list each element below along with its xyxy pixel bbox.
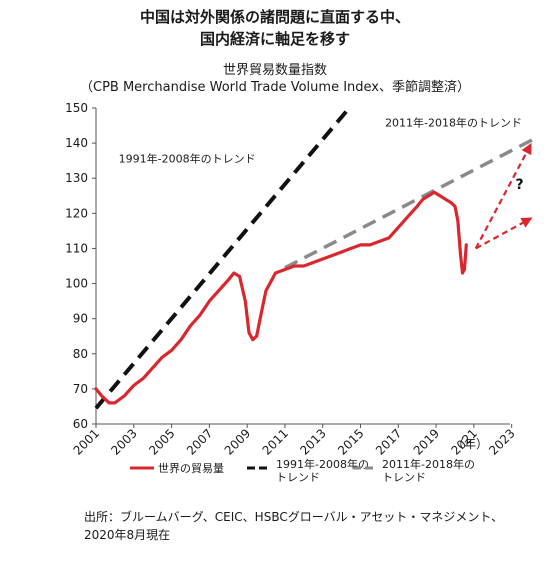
x-tick-label: 2003	[108, 426, 139, 457]
series-line-0	[94, 190, 468, 405]
x-axis-unit: （年）	[452, 437, 488, 451]
y-tick-label: 60	[73, 417, 88, 431]
x-tick-label: 2011	[260, 426, 291, 457]
y-tick-label: 70	[73, 382, 88, 396]
y-tick-label: 90	[73, 312, 88, 326]
source-note: 出所：ブルームバーグ、CEIC、HSBCグローバル・アセット・マネジメント、20…	[84, 510, 504, 542]
trend-annotation-0: 1991年-2008年のトレンド	[119, 151, 256, 165]
y-tick-label: 110	[65, 241, 88, 255]
chart-title-line-1: 中国は対外関係の諸問題に直面する中、	[139, 8, 410, 26]
chart-subtitle-line-1: 世界貿易数量指数	[222, 63, 327, 78]
chart-subtitle-line-2: （CPB Merchandise World Trade Volume Inde…	[80, 80, 470, 95]
x-tick-label: 2005	[146, 426, 177, 457]
legend-label-1-line-1: トレンド	[276, 471, 320, 484]
x-tick-label: 2019	[411, 426, 442, 457]
series-line-2	[284, 136, 538, 270]
y-tick-label: 100	[65, 277, 88, 291]
y-tick-label: 140	[65, 136, 88, 150]
x-tick-label: 2007	[184, 426, 215, 457]
legend-label-1-line-0: 1991年-2008年の	[276, 457, 369, 471]
scenario-arrow-1	[475, 217, 533, 250]
scenario-question-mark: ?	[515, 177, 523, 193]
x-tick-label: 2013	[297, 426, 328, 457]
legend-label-0: 世界の貿易量	[158, 462, 224, 475]
chart-title-line-2: 国内経済に軸足を移す	[199, 30, 350, 48]
legend-label-2-line-0: 2011年-2018年の	[382, 457, 475, 471]
y-tick-label: 120	[65, 206, 88, 220]
legend-label-2-line-1: トレンド	[382, 471, 426, 484]
y-tick-label: 80	[73, 347, 88, 361]
x-tick-label: 2017	[373, 426, 404, 457]
chart-labels: ? 1991年-2008年のトレンド 2011年-2018年のトレンド	[119, 115, 524, 192]
trend-annotation-1: 2011年-2018年のトレンド	[385, 115, 522, 129]
y-tick-label: 130	[65, 171, 88, 185]
x-tick-label: 2023	[486, 426, 517, 457]
y-tick-label: 150	[65, 101, 88, 115]
x-tick-label: 2015	[335, 426, 366, 457]
x-tick-label: 2009	[222, 426, 253, 457]
chart-marks	[94, 106, 538, 410]
